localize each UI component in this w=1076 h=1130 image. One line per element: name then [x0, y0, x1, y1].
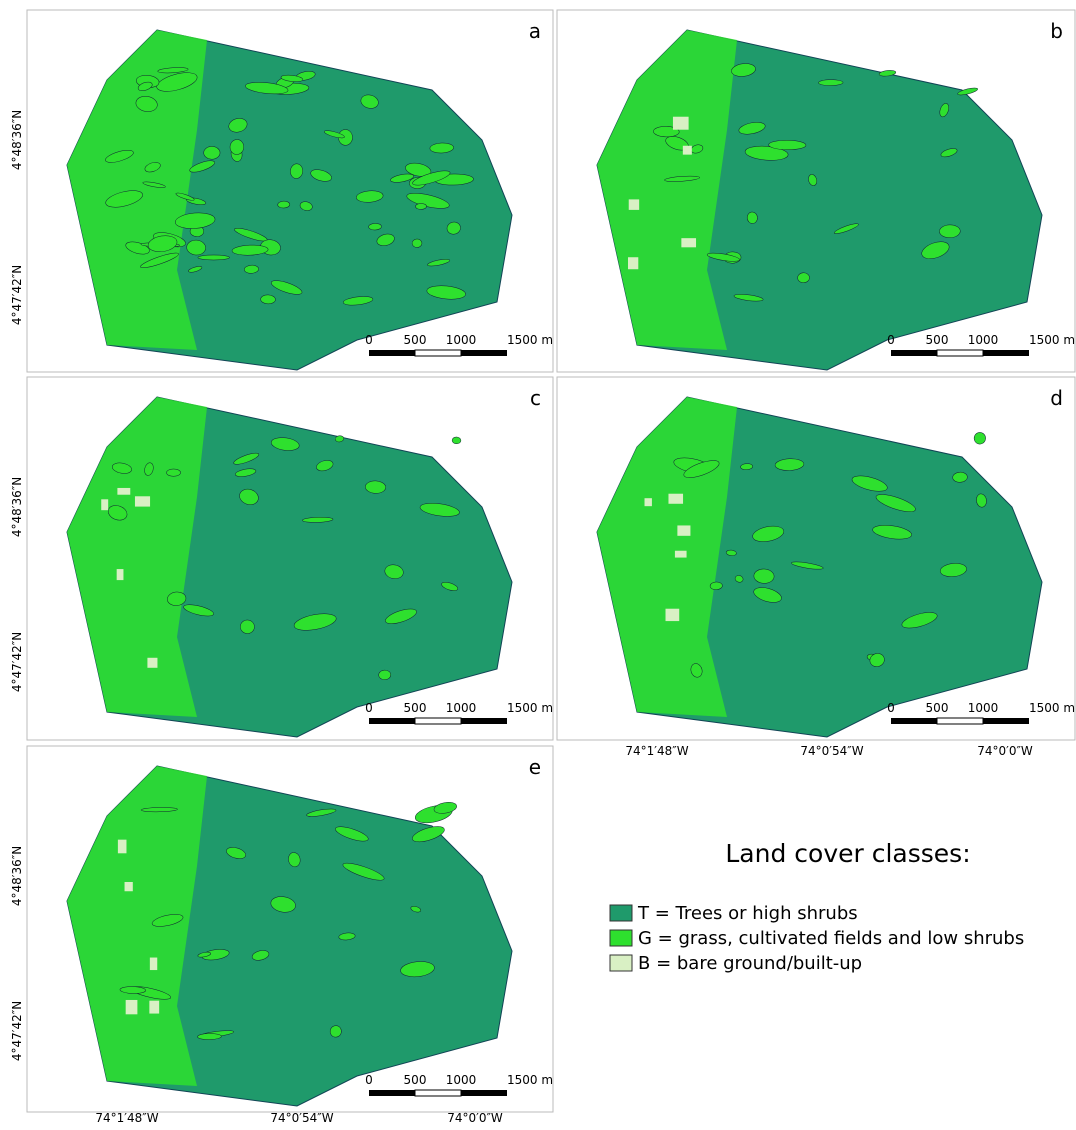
scale-segment	[461, 350, 507, 356]
grass-patch	[769, 140, 807, 150]
scale-segment	[415, 718, 461, 724]
bare-patch	[629, 199, 639, 209]
legend-text: B = bare ground/built-up	[638, 953, 862, 974]
grass-patch	[368, 223, 381, 230]
map-panel: c 0 500 1000 1500 m	[27, 377, 553, 740]
scale-label: 500	[404, 333, 427, 347]
panel-label: a	[529, 19, 541, 43]
scale-label: 0	[365, 1073, 373, 1087]
legend-title: Land cover classes:	[725, 839, 970, 868]
bare-patch	[673, 117, 689, 130]
latitude-label: 4°47′42″N	[10, 265, 24, 325]
legend-swatch	[610, 905, 632, 921]
scale-segment	[461, 718, 507, 724]
scale-label: 1000	[446, 701, 477, 715]
scale-label: 1000	[968, 333, 999, 347]
scale-label: 500	[926, 333, 949, 347]
scale-label: 1000	[446, 333, 477, 347]
scale-label: 1500 m	[1029, 333, 1075, 347]
grass-patch	[378, 670, 391, 680]
latitude-label: 4°48′36″N	[10, 110, 24, 170]
longitude-label: 74°0′0″W	[447, 1111, 503, 1125]
scale-label: 500	[926, 701, 949, 715]
scale-label: 1500 m	[1029, 701, 1075, 715]
bare-patch	[126, 1000, 138, 1014]
scale-segment	[891, 718, 937, 724]
scale-segment	[369, 1090, 415, 1096]
bare-patch	[150, 958, 157, 971]
longitude-label: 74°1′48″W	[625, 744, 688, 758]
scale-segment	[937, 350, 983, 356]
latitude-label: 4°48′36″N	[10, 477, 24, 537]
legend-text: T = Trees or high shrubs	[637, 903, 858, 924]
scale-segment	[983, 350, 1029, 356]
scale-label: 1500 m	[507, 333, 553, 347]
bare-patch	[149, 1001, 159, 1014]
bare-patch	[117, 488, 130, 495]
bare-patch	[666, 609, 680, 621]
bare-patch	[668, 494, 683, 504]
bare-patch	[135, 496, 150, 506]
bare-patch	[147, 658, 157, 668]
bare-patch	[101, 499, 108, 510]
grass-patch	[198, 255, 230, 260]
map-panel: a 0 500 1000 1500 m	[27, 10, 553, 372]
longitude-label: 74°1′48″W	[95, 1111, 158, 1125]
scale-segment	[937, 718, 983, 724]
bare-patch	[118, 840, 127, 854]
scale-segment	[461, 1090, 507, 1096]
scale-label: 0	[887, 333, 895, 347]
map-panel: b 0 500 1000 1500 m	[557, 10, 1075, 372]
figure: a 0 500 1000 1500 m 4°48′36″N 4°47′42″N b 0 500 10…	[0, 0, 1076, 1126]
scale-segment	[983, 718, 1029, 724]
longitude-label: 74°0′0″W	[977, 744, 1033, 758]
panel-label: d	[1050, 386, 1063, 410]
bare-patch	[683, 146, 692, 155]
bare-patch	[677, 525, 690, 535]
scale-label: 1000	[968, 701, 999, 715]
scale-segment	[369, 350, 415, 356]
latitude-label: 4°47′42″N	[10, 1001, 24, 1061]
map-panel: e 0 500 1000 1500 m	[27, 746, 553, 1112]
bare-patch	[117, 569, 124, 580]
scale-label: 1500 m	[507, 701, 553, 715]
panel-label: b	[1050, 19, 1063, 43]
panel-label: c	[530, 386, 541, 410]
panel-label: e	[529, 755, 541, 779]
grass-patch	[818, 80, 843, 86]
grass-patch	[167, 469, 181, 476]
scale-segment	[415, 350, 461, 356]
scale-label: 0	[365, 333, 373, 347]
map-panel: d 0 500 1000 1500 m	[557, 377, 1075, 740]
latitude-label: 4°48′36″N	[10, 846, 24, 906]
scale-label: 1000	[446, 1073, 477, 1087]
bare-patch	[645, 498, 652, 506]
scale-label: 500	[404, 1073, 427, 1087]
grass-patch	[197, 1033, 221, 1040]
scale-segment	[415, 1090, 461, 1096]
grass-patch	[415, 203, 426, 209]
bare-patch	[628, 257, 638, 269]
bare-patch	[125, 882, 133, 891]
latitude-label: 4°47′42″N	[10, 632, 24, 692]
grass-patch	[278, 201, 290, 208]
longitude-label: 74°0′54″W	[270, 1111, 333, 1125]
longitude-label: 74°0′54″W	[800, 744, 863, 758]
bare-patch	[675, 551, 687, 558]
legend-swatch	[610, 955, 632, 971]
grass-patch	[204, 146, 220, 159]
scale-segment	[891, 350, 937, 356]
legend-swatch	[610, 930, 632, 946]
scale-segment	[369, 718, 415, 724]
legend-text: G = grass, cultivated fields and low shr…	[638, 928, 1024, 949]
scale-label: 1500 m	[507, 1073, 553, 1087]
bare-patch	[681, 238, 696, 247]
grass-patch	[939, 225, 960, 238]
scale-label: 500	[404, 701, 427, 715]
scale-label: 0	[365, 701, 373, 715]
grass-patch	[452, 437, 461, 444]
grass-patch	[412, 239, 422, 248]
scale-label: 0	[887, 701, 895, 715]
